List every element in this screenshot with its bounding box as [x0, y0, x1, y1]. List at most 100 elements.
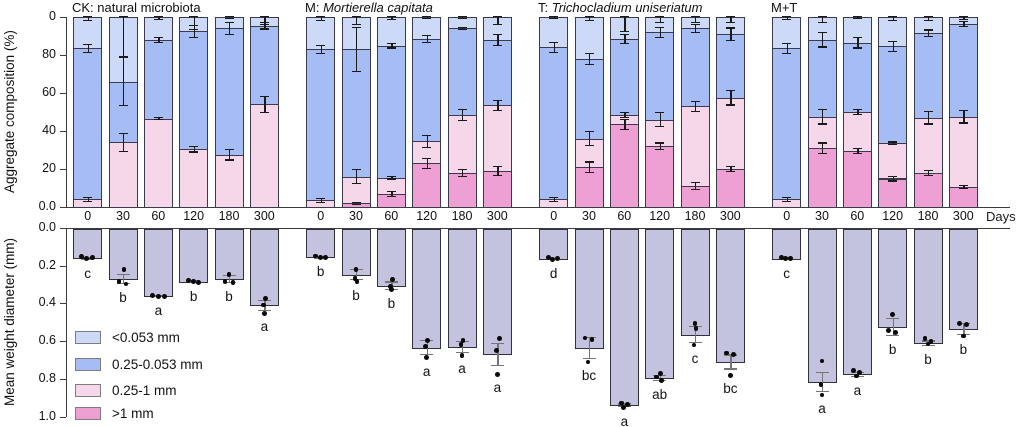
x-axis-unit-label: Days [986, 209, 1016, 224]
error-bar-cap [655, 126, 665, 128]
error-bar-cap [422, 147, 432, 149]
mwd-bar [447, 229, 477, 348]
mwd-bar [539, 229, 569, 260]
error-bar-cap [316, 53, 326, 55]
error-bar [320, 198, 322, 203]
data-dot [546, 255, 552, 261]
error-bar [857, 109, 859, 115]
data-dot [582, 335, 588, 341]
stack-segment [772, 48, 802, 201]
tick-mark [60, 303, 66, 305]
x-tick-label: 120 [183, 209, 205, 223]
panel-title-prefix: M: [305, 0, 324, 15]
data-dot [963, 322, 969, 328]
error-bar-cap [457, 29, 467, 31]
error-bar [730, 90, 732, 106]
error-bar-cap [351, 71, 361, 73]
error-bar [822, 371, 824, 392]
error-bar [730, 16, 732, 23]
mwd-bar [249, 229, 279, 307]
stack-segment [680, 28, 710, 108]
error-bar-cap [118, 150, 128, 153]
data-dot [230, 279, 236, 285]
mwd-bar [482, 229, 512, 356]
error-bar-cap [457, 109, 467, 111]
error-bar [928, 169, 930, 176]
error-bar-cap [153, 16, 163, 18]
error-bar-cap [852, 109, 862, 111]
error-bar [158, 36, 160, 43]
error-bar-cap [224, 149, 234, 151]
stack-segment [306, 49, 336, 202]
data-dot [458, 342, 464, 347]
data-dot [654, 374, 660, 380]
x-tick-label: 0 [84, 209, 92, 223]
data-dot [425, 338, 431, 344]
error-bar [786, 196, 788, 203]
error-bar-cap [259, 23, 269, 25]
error-bar-cap [888, 40, 898, 42]
error-bar-cap [457, 16, 467, 18]
error-bar-cap [490, 365, 504, 367]
error-bar-cap [384, 281, 398, 283]
error-bar-cap [386, 42, 396, 44]
error-bar-cap [455, 351, 469, 354]
panel-title: CK: natural microbiota [72, 0, 201, 15]
error-bar-cap [655, 16, 665, 18]
error-bar-cap [351, 26, 361, 28]
error-bar-cap [958, 110, 968, 112]
stack-segment [574, 58, 604, 140]
error-bar-cap [492, 99, 502, 101]
panel-title: T: Trichocladium uniseriatum [538, 0, 703, 15]
mwd-bar [306, 229, 336, 259]
data-dot [730, 351, 736, 357]
error-bar-cap [457, 169, 467, 171]
mwd-bar [108, 229, 138, 280]
x-tick-label: 120 [649, 209, 671, 223]
data-dot [555, 256, 561, 262]
error-bar-cap [725, 170, 735, 173]
stack-segment [482, 105, 512, 172]
x-tick-label: 0 [317, 209, 325, 223]
error-bar [589, 53, 591, 65]
error-bar-cap [852, 17, 862, 20]
stack-segment [807, 148, 837, 208]
error-bar-cap [422, 17, 432, 20]
error-bar [659, 26, 661, 38]
data-dot [585, 359, 591, 365]
error-bar-cap [492, 174, 502, 176]
data-dot [624, 402, 630, 408]
stack-segment [482, 39, 512, 107]
significance-letter: b [316, 264, 325, 280]
tick-mark [60, 131, 66, 132]
stack-segment [249, 25, 279, 106]
error-bar [264, 16, 266, 25]
error-bar-cap [619, 34, 629, 36]
panel-title-species: natural microbiota [97, 0, 201, 15]
data-dot [353, 266, 359, 272]
error-bar-cap [492, 110, 502, 112]
error-bar [786, 42, 788, 55]
data-dot [494, 371, 500, 377]
tick-mark [60, 378, 66, 380]
error-bar [963, 323, 965, 335]
significance-letter: a [620, 413, 629, 427]
bottom-y-axis-title: Mean weight diameter (mm) [2, 237, 17, 407]
error-bar-cap [316, 16, 326, 18]
error-bar-cap [492, 166, 502, 168]
error-bar-cap [386, 175, 396, 177]
error-bar-cap [316, 44, 326, 46]
tick-mark [60, 17, 66, 18]
top-x-axis [66, 207, 1010, 208]
error-bar-cap [723, 354, 737, 356]
legend-label: <0.053 mm [112, 330, 180, 345]
stack-segment [609, 124, 639, 208]
data-dot [493, 348, 499, 353]
error-bar-cap [782, 201, 792, 203]
error-bar [786, 16, 788, 20]
error-bar-cap [888, 175, 898, 177]
x-tick-label: 120 [882, 209, 904, 223]
data-dot [226, 272, 232, 277]
error-bar-cap [619, 31, 629, 33]
mwd-bar [680, 229, 710, 336]
